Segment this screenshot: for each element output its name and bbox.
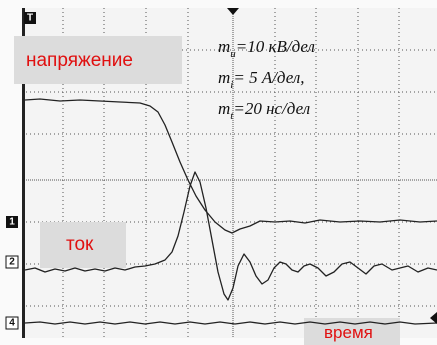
scale-symbol: m — [218, 99, 230, 118]
scale-value: =20 нс/дел — [233, 99, 310, 118]
scale-symbol: m — [218, 68, 230, 87]
oscillogram: напряжение ток время mu=10 кВ/делmi= 5 А… — [0, 0, 437, 345]
ch2-marker: 2 — [9, 257, 15, 268]
ch4-marker: 4 — [9, 318, 15, 329]
time-label: время — [324, 323, 373, 342]
ch1-marker: 1 — [9, 217, 15, 228]
scale-value: =10 кВ/дел — [236, 37, 315, 56]
voltage-label: напряжение — [26, 50, 133, 71]
scale-value: = 5 А/дел, — [233, 68, 304, 87]
trigger-marker: T — [27, 13, 33, 24]
scale-symbol: m — [218, 37, 230, 56]
current-label: ток — [66, 234, 94, 255]
